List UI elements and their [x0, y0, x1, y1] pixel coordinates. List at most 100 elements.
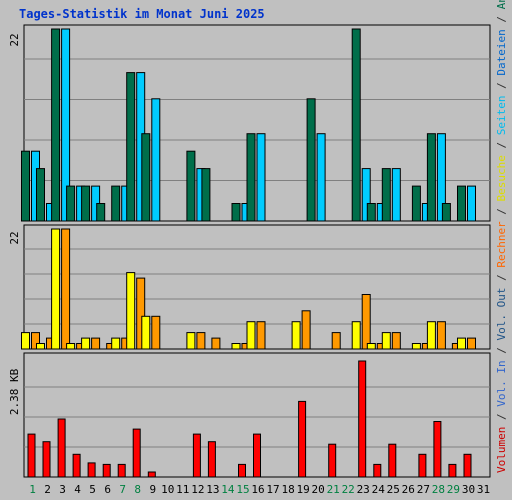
bar-dateien-day-9 [151, 98, 161, 222]
bar-dateien-day-25 [391, 168, 401, 222]
x-tick-label-30: 30 [462, 483, 475, 496]
legend-item-8: Besuche [495, 155, 508, 208]
bar-volumen-day-4 [72, 453, 81, 478]
bar-besuche-day-16 [246, 321, 256, 350]
bar-anfragen-day-9 [141, 133, 151, 222]
bar-anfragen-day-25 [381, 168, 391, 222]
bar-besuche-day-23 [351, 321, 361, 350]
bar-besuche-day-9 [141, 315, 151, 350]
x-tick-label-16: 16 [251, 483, 264, 496]
x-tick-label-9: 9 [149, 483, 156, 496]
bar-anfragen-day-16 [246, 133, 256, 222]
bar-dateien-day-28 [436, 133, 446, 222]
bar-besuche-day-25 [381, 332, 391, 350]
x-tick-label-24: 24 [372, 483, 386, 496]
bar-besuche-day-27 [411, 343, 421, 350]
x-tick-label-11: 11 [176, 483, 189, 496]
x-tick-label-13: 13 [206, 483, 219, 496]
bar-volumen-day-1 [27, 433, 36, 478]
bar-rechner-day-23 [361, 294, 371, 350]
bar-anfragen-day-4 [66, 185, 76, 222]
x-tick-label-19: 19 [296, 483, 309, 496]
bar-volumen-day-15 [238, 463, 246, 478]
chart-title: Tages-Statistik im Monat Juni 2025 [19, 7, 265, 21]
bar-rechner-day-25 [391, 332, 401, 350]
x-tick-label-1: 1 [29, 483, 36, 496]
bar-volumen-day-29 [448, 463, 457, 478]
bar-rechner-day-3 [61, 228, 71, 350]
bar-volumen-day-3 [57, 418, 66, 478]
y-max-label: 22 [8, 231, 21, 244]
y-max-label: 22 [8, 33, 21, 46]
bar-volumen-day-8 [132, 428, 141, 478]
x-tick-label-12: 12 [191, 483, 204, 496]
bar-volumen-day-28 [433, 421, 442, 478]
bar-volumen-day-16 [253, 433, 261, 478]
x-tick-label-25: 25 [387, 483, 400, 496]
y-max-label: 2.38 KB [8, 368, 21, 415]
x-tick-label-26: 26 [402, 483, 415, 496]
x-tick-label-8: 8 [134, 483, 141, 496]
bar-volumen-day-12 [192, 433, 201, 478]
bar-rechner-day-12 [196, 332, 206, 350]
x-tick-label-22: 22 [342, 483, 355, 496]
bar-volumen-day-6 [102, 463, 111, 478]
bar-anfragen-day-27 [411, 185, 421, 222]
bar-besuche-day-19 [291, 321, 301, 350]
bar-volumen-day-30 [463, 453, 472, 478]
x-tick-label-4: 4 [74, 483, 81, 496]
x-tick-label-6: 6 [104, 483, 111, 496]
panel-1: 22 [8, 24, 491, 222]
bar-rechner-day-9 [151, 315, 161, 350]
bar-anfragen-day-3 [51, 28, 61, 222]
x-tick-label-28: 28 [432, 483, 445, 496]
x-tick-label-15: 15 [236, 483, 249, 496]
legend-item-3: / [495, 347, 508, 360]
legend-item-2: Vol. In [495, 360, 508, 413]
x-tick-label-2: 2 [44, 483, 51, 496]
x-tick-label-5: 5 [89, 483, 96, 496]
legend-item-12: Dateien [495, 29, 508, 82]
panel-2: 22 [8, 224, 491, 350]
bar-volumen-day-23 [358, 360, 367, 478]
bar-anfragen-day-30 [457, 185, 466, 222]
legend-item-11: / [495, 82, 508, 95]
x-tick-label-3: 3 [59, 483, 66, 496]
x-tick-label-21: 21 [327, 483, 340, 496]
bar-anfragen-day-2 [36, 168, 45, 222]
bar-anfragen-day-5 [81, 185, 91, 222]
legend-item-10: Seiten [495, 95, 508, 141]
bar-dateien-day-16 [256, 133, 266, 222]
bar-dateien-day-20 [316, 133, 326, 222]
panel-3: 2.38 KB [8, 352, 491, 478]
legend-item-6: Rechner [495, 221, 508, 274]
x-tick-label-20: 20 [311, 483, 324, 496]
legend-item-13: / [495, 16, 508, 29]
series-legend: Volumen / Vol. In / Vol. Out / Rechner /… [495, 0, 508, 473]
chart-panels: 22 22 2.38 KB [8, 24, 491, 478]
bar-anfragen-day-20 [306, 98, 316, 222]
x-tick-label-10: 10 [161, 483, 174, 496]
bar-dateien-day-3 [61, 28, 71, 222]
bar-besuche-day-1 [21, 332, 30, 350]
bar-volumen-day-2 [42, 441, 51, 478]
bar-anfragen-day-24 [366, 203, 376, 222]
bar-anfragen-day-12 [186, 150, 196, 222]
bar-rechner-day-8 [136, 277, 146, 350]
bar-rechner-day-1 [31, 332, 40, 350]
bar-besuche-day-5 [81, 337, 91, 350]
bar-besuche-day-2 [36, 343, 45, 350]
bar-besuche-day-3 [51, 228, 61, 350]
bar-rechner-day-19 [301, 310, 311, 350]
legend-item-5: / [495, 274, 508, 287]
bar-rechner-day-28 [436, 321, 446, 350]
bar-besuche-day-30 [457, 337, 466, 350]
bar-anfragen-day-1 [21, 150, 30, 222]
x-tick-label-14: 14 [221, 483, 235, 496]
bar-anfragen-day-29 [441, 203, 451, 222]
legend-item-9: / [495, 142, 508, 155]
bar-dateien-day-23 [361, 168, 371, 222]
bar-rechner-day-5 [91, 337, 101, 350]
legend-item-4: Vol. Out [495, 288, 508, 348]
